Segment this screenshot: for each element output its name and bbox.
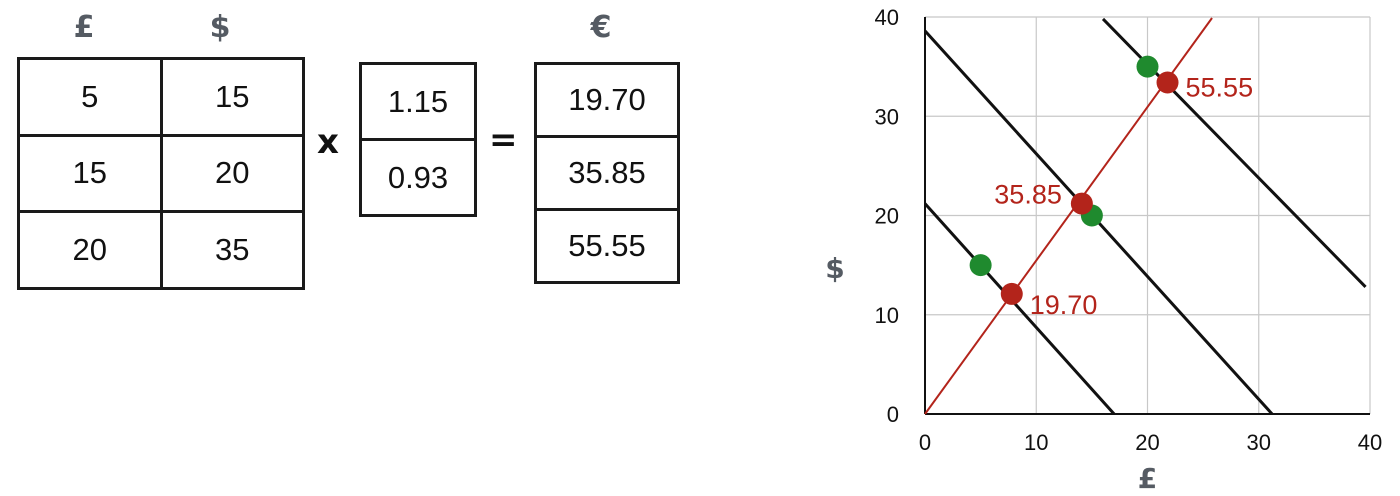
data-label: 55.55 xyxy=(1186,73,1254,103)
x-tick-label: 20 xyxy=(1135,430,1159,455)
data-label: 35.85 xyxy=(994,180,1062,210)
matrix-cell: 35 xyxy=(159,210,305,290)
matrix-row: 15 20 xyxy=(17,133,305,214)
rate-vector: 1.15 0.93 xyxy=(359,62,477,217)
result-cell: 19.70 xyxy=(534,62,680,138)
matrix-cell: 15 xyxy=(159,57,305,137)
matrix-cell: 5 xyxy=(17,57,163,137)
result-vector: 19.70 35.85 55.55 xyxy=(534,62,680,284)
data-point-red xyxy=(1070,192,1093,215)
matrix-cell: 20 xyxy=(159,133,305,214)
y-tick-label: 20 xyxy=(875,204,899,229)
y-tick-label: 10 xyxy=(875,303,899,328)
y-tick-label: 0 xyxy=(887,402,899,427)
x-tick-label: 0 xyxy=(919,430,931,455)
euros-header: € xyxy=(590,10,612,45)
x-tick-label: 30 xyxy=(1247,430,1271,455)
result-row: 55.55 xyxy=(534,208,680,284)
matrix-row: 5 15 xyxy=(17,57,305,137)
matrix-cell: 20 xyxy=(17,210,163,290)
y-tick-label: 40 xyxy=(875,5,899,30)
y-tick-label: 30 xyxy=(875,104,899,129)
data-point-red xyxy=(1156,71,1179,94)
result-cell: 55.55 xyxy=(534,208,680,284)
vector-cell: 1.15 xyxy=(359,62,477,141)
vector-cell: 0.93 xyxy=(359,138,477,217)
x-tick-label: 10 xyxy=(1024,430,1048,455)
vector-row: 0.93 xyxy=(359,138,477,217)
currency-matrix: 5 15 15 20 20 35 xyxy=(17,57,305,290)
times-symbol: x xyxy=(317,122,339,162)
result-cell: 35.85 xyxy=(534,135,680,211)
y-axis-label: $ xyxy=(825,252,844,285)
data-point-green xyxy=(1136,55,1159,78)
result-row: 35.85 xyxy=(534,135,680,211)
data-point-red xyxy=(1000,282,1023,305)
matrix-cell: 15 xyxy=(17,133,163,214)
data-label: 19.70 xyxy=(1030,290,1098,320)
result-row: 19.70 xyxy=(534,62,680,138)
matrix-row: 20 35 xyxy=(17,210,305,290)
data-point-green xyxy=(969,254,992,277)
pounds-header: £ xyxy=(73,10,95,45)
dollars-header: $ xyxy=(209,10,231,45)
equals-symbol: = xyxy=(489,120,518,160)
x-axis-label: £ xyxy=(1138,462,1157,495)
vector-row: 1.15 xyxy=(359,62,477,141)
level-line xyxy=(925,202,1116,414)
x-tick-label: 40 xyxy=(1358,430,1382,455)
